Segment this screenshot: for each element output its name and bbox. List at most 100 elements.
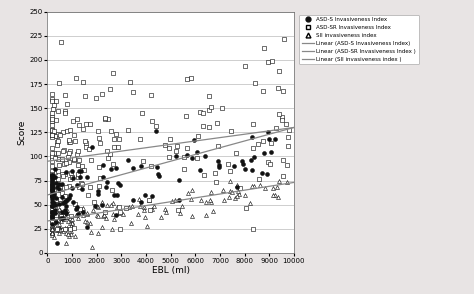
Point [272, 125, 280, 130]
Point [101, 117, 109, 122]
Point [61, 109, 68, 113]
Point [51, 211, 59, 216]
Point [225, 195, 233, 200]
Point [55, 132, 62, 136]
Point [48, 230, 56, 234]
Point [72, 212, 80, 217]
Point [75, 168, 83, 173]
Point [88, 229, 95, 234]
Point [220, 198, 228, 203]
Point [79, 126, 86, 131]
Point [271, 193, 278, 197]
Point [102, 185, 110, 189]
Point [56, 188, 64, 193]
Point [48, 178, 56, 183]
Point [214, 144, 221, 149]
Point [107, 203, 115, 208]
Point [241, 167, 249, 171]
Point [141, 193, 148, 197]
Point [68, 225, 76, 230]
Point [66, 193, 74, 198]
Point [72, 201, 79, 206]
Point [266, 162, 274, 166]
Point [103, 149, 110, 154]
Point [205, 107, 213, 112]
Point [153, 129, 160, 133]
Point [116, 204, 123, 209]
Point [60, 213, 68, 218]
Point [59, 130, 67, 134]
Point [180, 154, 188, 159]
Point [110, 137, 118, 141]
Point [188, 156, 195, 161]
Point [48, 206, 56, 210]
Point [165, 146, 173, 150]
Point [58, 210, 66, 215]
Point [48, 195, 56, 199]
Point [55, 182, 63, 186]
Point [55, 81, 63, 86]
Point [191, 138, 198, 143]
Point [57, 213, 64, 218]
Point [149, 193, 156, 198]
Point [48, 174, 56, 178]
Point [95, 213, 102, 218]
Point [116, 137, 123, 142]
Point [241, 192, 249, 197]
Point [161, 207, 169, 211]
Point [103, 180, 110, 185]
Point [99, 214, 107, 219]
Point [48, 174, 56, 179]
Point [275, 69, 283, 73]
Point [188, 214, 196, 218]
Point [48, 212, 56, 216]
Point [50, 220, 57, 225]
Point [112, 166, 120, 171]
Point [54, 138, 62, 143]
Point [268, 59, 275, 64]
Point [75, 158, 83, 163]
Point [64, 155, 72, 160]
Point [136, 196, 143, 201]
Point [232, 151, 240, 155]
Point [50, 129, 57, 133]
Point [49, 215, 57, 219]
Point [48, 223, 56, 228]
Point [248, 134, 255, 139]
Point [74, 149, 82, 153]
Point [54, 134, 61, 139]
Point [48, 98, 56, 103]
Point [48, 226, 56, 231]
Point [234, 189, 241, 193]
Point [143, 224, 151, 228]
Point [66, 177, 73, 182]
Point [55, 177, 62, 182]
Point [137, 199, 144, 204]
Point [48, 233, 56, 238]
Point [207, 190, 215, 194]
Point [58, 172, 65, 176]
Point [55, 163, 63, 167]
Point [48, 223, 56, 228]
Point [174, 207, 182, 212]
Point [56, 133, 64, 138]
Point [48, 214, 56, 218]
Point [48, 217, 56, 222]
Point [48, 184, 56, 188]
Point [69, 119, 77, 123]
Point [98, 225, 106, 229]
Point [62, 240, 69, 245]
Point [48, 97, 56, 101]
Point [207, 105, 215, 109]
Point [227, 128, 235, 133]
Point [225, 162, 232, 166]
Point [254, 142, 262, 146]
Point [259, 88, 267, 93]
Point [48, 197, 56, 201]
Point [49, 226, 56, 231]
Point [233, 182, 240, 187]
Point [66, 226, 74, 231]
Point [209, 208, 217, 213]
Point [267, 141, 275, 146]
Point [48, 230, 56, 235]
